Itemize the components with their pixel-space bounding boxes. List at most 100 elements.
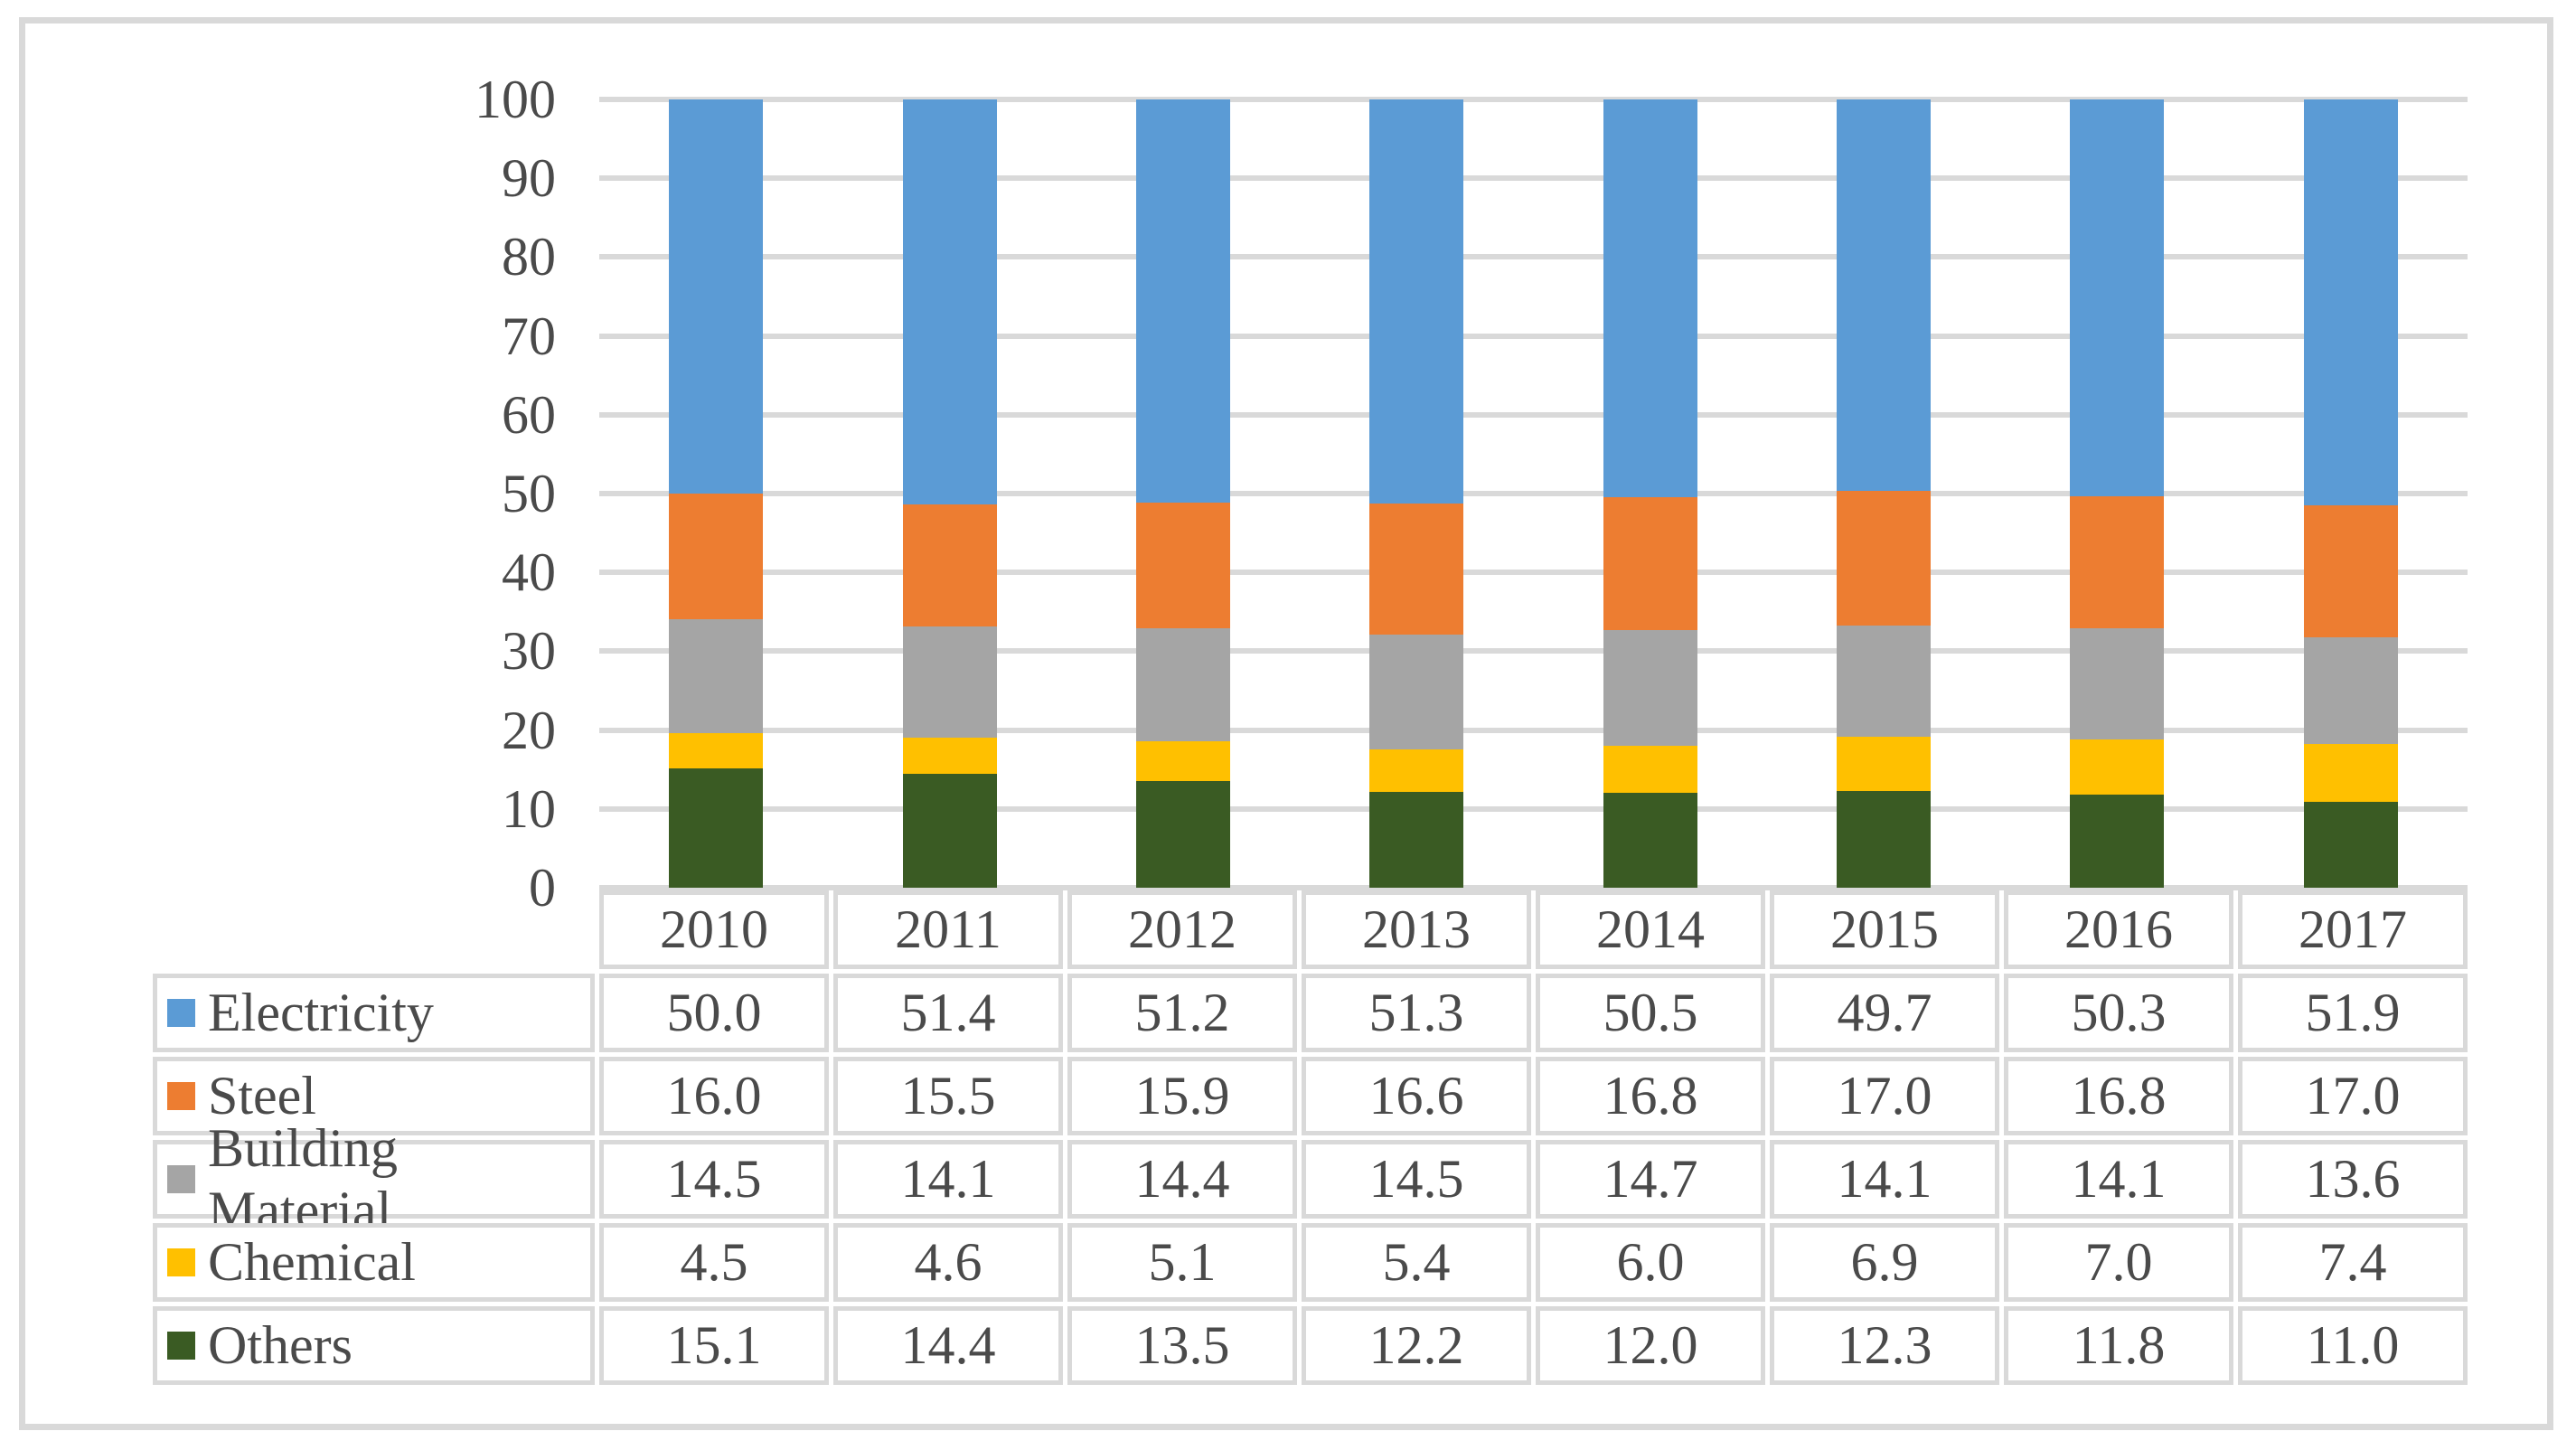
value-others-2016: 11.8 [2004, 1306, 2233, 1385]
bar-segment-steel-2012 [1135, 503, 1230, 628]
y-tick-label-70: 70 [502, 306, 556, 366]
bar-segment-steel-2017 [2303, 504, 2398, 638]
stacked-bar-2015 [1837, 99, 1932, 888]
bar-segment-building-material-2011 [902, 626, 997, 739]
stacked-bar-2014 [1603, 99, 1697, 888]
y-tick-label-80: 80 [502, 227, 556, 287]
data-table: 2010 2011 2012 2013 2014 2015 2016 2017 Electric… [153, 890, 2468, 1385]
year-header-2014: 2014 [1536, 890, 1765, 969]
bar-segment-chemical-2016 [2070, 739, 2165, 796]
value-others-2012: 13.5 [1067, 1306, 1297, 1385]
year-header-2013: 2013 [1302, 890, 1531, 969]
value-chemical-2011: 4.6 [833, 1223, 1063, 1302]
value-electricity-2014: 50.5 [1536, 974, 1765, 1052]
bar-segment-building-material-2013 [1369, 635, 1464, 749]
y-tick-label-60: 60 [502, 384, 556, 445]
bar-segment-electricity-2015 [1837, 99, 1932, 492]
value-chemical-2014: 6.0 [1536, 1223, 1765, 1302]
value-electricity-2016: 50.3 [2004, 974, 2233, 1052]
bar-segment-chemical-2010 [669, 733, 764, 769]
bar-segment-building-material-2015 [1837, 625, 1932, 737]
value-chemical-2015: 6.9 [1770, 1223, 1999, 1302]
bar-segment-chemical-2017 [2303, 743, 2398, 802]
legend-key-steel [167, 1082, 195, 1110]
value-building-material-2013: 14.5 [1302, 1140, 1531, 1219]
stacked-bar-2013 [1369, 99, 1464, 888]
bar-segment-others-2014 [1603, 793, 1697, 888]
value-steel-2011: 15.5 [833, 1057, 1063, 1135]
series-label-electricity: Electricity [153, 974, 595, 1052]
bar-segment-steel-2011 [902, 504, 997, 627]
bar-segment-building-material-2014 [1603, 629, 1697, 747]
figure-border [19, 17, 2553, 1430]
value-building-material-2012: 14.4 [1067, 1140, 1297, 1219]
value-others-2014: 12.0 [1536, 1306, 1765, 1385]
value-chemical-2013: 5.4 [1302, 1223, 1531, 1302]
y-axis-tick-labels: 0 10 20 30 40 50 60 70 80 90 100 [298, 70, 556, 918]
bar-segment-electricity-2012 [1135, 99, 1230, 504]
value-chemical-2017: 7.4 [2238, 1223, 2468, 1302]
value-steel-2017: 17.0 [2238, 1057, 2468, 1135]
bar-segment-others-2011 [902, 774, 997, 888]
gridline-y-50 [599, 491, 2468, 496]
y-tick-label-90: 90 [502, 148, 556, 209]
series-label-chemical: Chemical [153, 1223, 595, 1302]
y-tick-label-100: 100 [475, 70, 556, 129]
bar-segment-chemical-2014 [1603, 746, 1697, 794]
bar-segment-others-2015 [1837, 790, 1932, 888]
year-header-2015: 2015 [1770, 890, 1999, 969]
bar-segment-electricity-2011 [902, 99, 997, 505]
stacked-bar-2010 [669, 99, 764, 888]
legend-key-building-material [167, 1165, 195, 1193]
stacked-bar-2012 [1135, 99, 1230, 888]
value-steel-2014: 16.8 [1536, 1057, 1765, 1135]
bar-segment-electricity-2014 [1603, 99, 1697, 498]
value-electricity-2017: 51.9 [2238, 974, 2468, 1052]
legend-key-others [167, 1332, 195, 1360]
series-label-others: Others [153, 1306, 595, 1385]
stacked-bar-2017 [2303, 99, 2398, 888]
value-building-material-2015: 14.1 [1770, 1140, 1999, 1219]
series-label-steel: Steel [153, 1057, 595, 1135]
bar-segment-others-2010 [669, 768, 764, 888]
value-steel-2015: 17.0 [1770, 1057, 1999, 1135]
value-steel-2013: 16.6 [1302, 1057, 1531, 1135]
gridline-y-70 [599, 333, 2468, 339]
value-steel-2010: 16.0 [599, 1057, 829, 1135]
bar-segment-building-material-2010 [669, 618, 764, 734]
gridline-y-20 [599, 727, 2468, 733]
gridline-y-80 [599, 254, 2468, 260]
stacked-bar-2011 [902, 99, 997, 888]
bar-segment-electricity-2013 [1369, 99, 1464, 504]
bar-segment-chemical-2012 [1135, 740, 1230, 782]
value-building-material-2011: 14.1 [833, 1140, 1063, 1219]
year-header-2017: 2017 [2238, 890, 2468, 969]
bar-segment-steel-2015 [1837, 491, 1932, 626]
gridline-y-60 [599, 411, 2468, 418]
value-building-material-2010: 14.5 [599, 1140, 829, 1219]
year-header-2010: 2010 [599, 890, 829, 969]
bar-segment-electricity-2017 [2303, 99, 2398, 505]
gridline-y-40 [599, 570, 2468, 576]
series-label-building-material: Building Material [153, 1118, 595, 1240]
gridline-y-100 [599, 97, 2468, 102]
chart-plot-area [599, 97, 2468, 890]
value-electricity-2013: 51.3 [1302, 974, 1531, 1052]
y-tick-label-40: 40 [502, 542, 556, 603]
series-name-chemical: Chemical [208, 1232, 416, 1292]
value-others-2015: 12.3 [1770, 1306, 1999, 1385]
series-name-electricity: Electricity [208, 983, 434, 1042]
value-steel-2012: 15.9 [1067, 1057, 1297, 1135]
value-others-2010: 15.1 [599, 1306, 829, 1385]
bar-segment-chemical-2015 [1837, 736, 1932, 791]
series-name-steel: Steel [208, 1066, 316, 1125]
bar-segment-others-2017 [2303, 801, 2398, 888]
value-electricity-2015: 49.7 [1770, 974, 1999, 1052]
value-chemical-2010: 4.5 [599, 1223, 829, 1302]
stacked-bar-2016 [2070, 99, 2165, 888]
bar-segment-others-2012 [1135, 781, 1230, 888]
bar-segment-electricity-2016 [2070, 99, 2165, 496]
gridline-y-30 [599, 648, 2468, 654]
bar-segment-steel-2014 [1603, 497, 1697, 630]
value-steel-2016: 16.8 [2004, 1057, 2233, 1135]
